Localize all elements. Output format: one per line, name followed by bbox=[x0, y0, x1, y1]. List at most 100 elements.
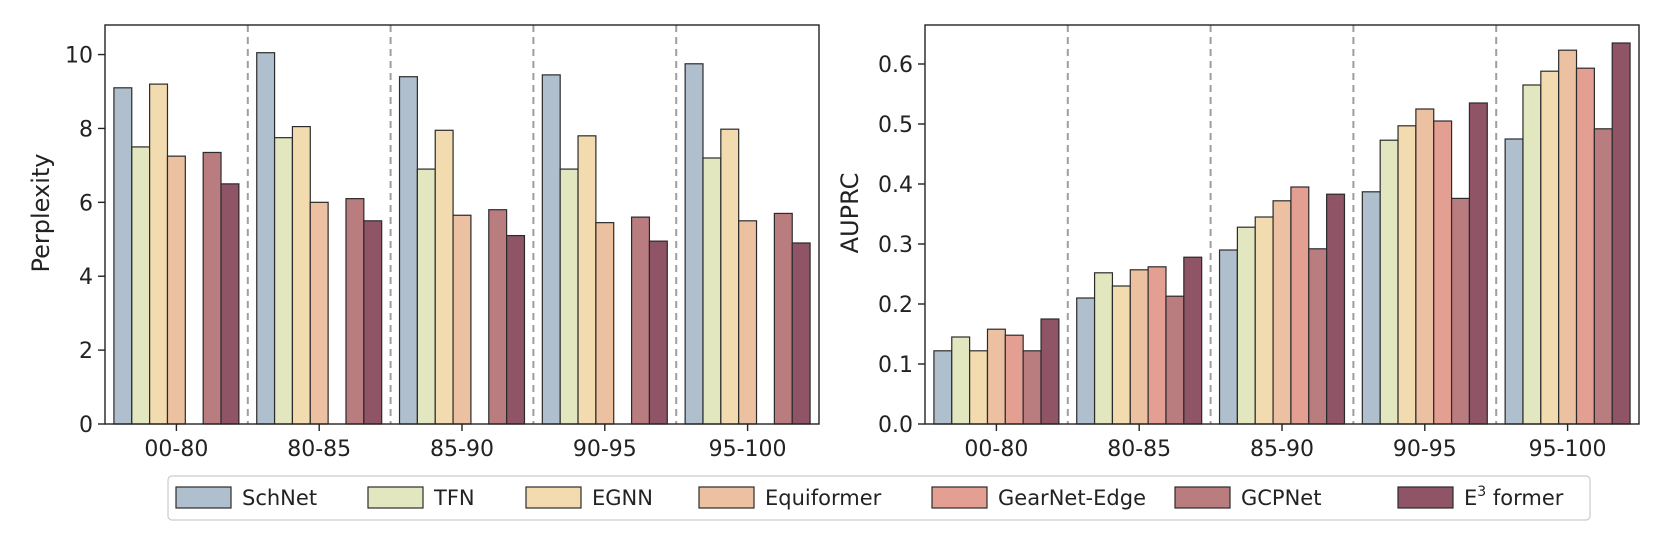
bar-egnn-90-95 bbox=[577, 135, 597, 425]
x-tick-label-80-85: 80-85 bbox=[287, 437, 351, 462]
perplexity-chart: Perplexity 0 2 4 6 8 10 00-80 80-85 85-90 90-95 95… bbox=[27, 24, 820, 462]
bar-gcpnet-00-80 bbox=[1022, 350, 1042, 425]
bar-equiformer-80-85 bbox=[309, 201, 329, 425]
bar-tfn-95-100 bbox=[702, 157, 722, 425]
bar-equiformer-95-100 bbox=[738, 220, 758, 425]
bar-equiformer-00-80 bbox=[166, 155, 186, 425]
bar-schnet-80-85 bbox=[1076, 297, 1096, 425]
bar-gearnet-edge-95-100 bbox=[1575, 67, 1595, 425]
bar-egnn-95-100 bbox=[720, 128, 740, 425]
legend-swatch-tfn bbox=[367, 486, 424, 509]
bar-schnet-00-80 bbox=[113, 87, 133, 425]
bar-tfn-00-80 bbox=[951, 336, 971, 425]
bar-gcpnet-80-85 bbox=[1165, 295, 1185, 425]
y-tick-label: 0.2 bbox=[878, 293, 913, 318]
bar-tfn-80-85 bbox=[1093, 272, 1114, 425]
bar-egnn-95-100 bbox=[1540, 70, 1560, 425]
y-axis-label-auprc: AUPRC bbox=[836, 173, 864, 254]
legend-swatch-e3-former bbox=[1397, 486, 1454, 509]
bar-egnn-00-80 bbox=[149, 83, 169, 425]
bar-equiformer-80-85 bbox=[1129, 269, 1149, 425]
y-tick-label: 8 bbox=[79, 117, 93, 142]
bar-tfn-90-95 bbox=[1379, 139, 1399, 425]
y-tick-label: 6 bbox=[79, 191, 93, 216]
legend-label-gcpnet: GCPNet bbox=[1241, 486, 1321, 510]
bar-equiformer-90-95 bbox=[1415, 108, 1435, 425]
x-tick-label-00-80: 00-80 bbox=[964, 437, 1028, 462]
legend: SchNet TFN EGNN Equiformer GearNet-Edge GCPNe… bbox=[167, 475, 1591, 521]
bar-e3-former-90-95 bbox=[648, 240, 668, 425]
bar-e3-former-80-85 bbox=[363, 220, 383, 425]
bar-egnn-85-90 bbox=[434, 129, 454, 425]
legend-swatch-egnn bbox=[525, 486, 582, 509]
bar-egnn-85-90 bbox=[1254, 216, 1274, 425]
legend-label-e3-former: E3 former bbox=[1464, 484, 1564, 510]
legend-swatch-gcpnet bbox=[1174, 486, 1231, 509]
bar-gcpnet-85-90 bbox=[488, 209, 508, 425]
bar-schnet-85-90 bbox=[1218, 249, 1238, 425]
bar-tfn-85-90 bbox=[416, 168, 436, 425]
bar-gcpnet-95-100 bbox=[773, 212, 793, 425]
bar-tfn-00-80 bbox=[131, 146, 151, 425]
y-tick-label: 2 bbox=[79, 339, 93, 364]
bar-schnet-80-85 bbox=[256, 52, 276, 425]
bar-schnet-95-100 bbox=[684, 63, 704, 425]
bar-e3-former-90-95 bbox=[1468, 102, 1488, 425]
bar-equiformer-90-95 bbox=[595, 222, 615, 425]
bar-e3-former-85-90 bbox=[1326, 193, 1346, 425]
bar-gearnet-edge-80-85 bbox=[1147, 266, 1167, 425]
bar-schnet-00-80 bbox=[933, 350, 953, 425]
bar-gcpnet-90-95 bbox=[1450, 197, 1471, 425]
bar-e3-former-85-90 bbox=[506, 234, 526, 425]
legend-label-gearnet-edge: GearNet-Edge bbox=[998, 486, 1146, 510]
x-tick-label-85-90: 85-90 bbox=[430, 437, 494, 462]
y-tick-label: 0 bbox=[79, 413, 93, 438]
bar-gcpnet-80-85 bbox=[345, 198, 365, 425]
bar-equiformer-95-100 bbox=[1558, 49, 1578, 425]
bar-gcpnet-90-95 bbox=[630, 216, 651, 425]
bar-e3-former-00-80 bbox=[1040, 318, 1060, 425]
bar-tfn-90-95 bbox=[559, 168, 579, 425]
bar-e3-former-95-100 bbox=[791, 242, 811, 425]
bar-equiformer-85-90 bbox=[452, 214, 472, 425]
bar-egnn-80-85 bbox=[291, 125, 311, 425]
bar-equiformer-00-80 bbox=[986, 328, 1006, 425]
bar-gcpnet-85-90 bbox=[1308, 248, 1328, 425]
bar-tfn-85-90 bbox=[1236, 226, 1256, 425]
legend-label-schnet: SchNet bbox=[242, 486, 317, 510]
x-tick-label-90-95: 90-95 bbox=[573, 437, 637, 462]
x-tick-label-80-85: 80-85 bbox=[1107, 437, 1171, 462]
legend-frame bbox=[167, 475, 1591, 521]
bar-egnn-00-80 bbox=[969, 350, 989, 425]
y-tick-label: 10 bbox=[65, 44, 93, 69]
bar-schnet-85-90 bbox=[398, 76, 418, 425]
y-tick-label: 0.5 bbox=[878, 113, 913, 138]
y-tick-label: 0.6 bbox=[878, 53, 913, 78]
bar-tfn-95-100 bbox=[1522, 84, 1542, 425]
y-tick-label: 0.0 bbox=[878, 413, 913, 438]
legend-swatch-equiformer bbox=[698, 486, 755, 509]
x-tick-label-95-100: 95-100 bbox=[709, 437, 787, 462]
bar-tfn-80-85 bbox=[273, 137, 294, 425]
bar-gearnet-edge-00-80 bbox=[1004, 334, 1024, 425]
x-tick-label-85-90: 85-90 bbox=[1250, 437, 1314, 462]
legend-label-base: E bbox=[1464, 486, 1477, 510]
bar-e3-former-80-85 bbox=[1183, 256, 1203, 425]
legend-swatch-gearnet-edge bbox=[931, 486, 988, 509]
bar-e3-former-00-80 bbox=[220, 183, 240, 425]
bar-schnet-90-95 bbox=[541, 74, 561, 425]
y-tick-label: 0.1 bbox=[878, 353, 913, 378]
x-tick-label-90-95: 90-95 bbox=[1393, 437, 1457, 462]
legend-label-tfn: TFN bbox=[433, 486, 475, 510]
y-tick-label: 0.3 bbox=[878, 233, 913, 258]
y-tick-label: 0.4 bbox=[878, 173, 913, 198]
bar-schnet-90-95 bbox=[1361, 191, 1381, 425]
y-axis-label-perplexity: Perplexity bbox=[27, 154, 55, 273]
x-tick-label-00-80: 00-80 bbox=[144, 437, 208, 462]
auprc-chart: AUPRC 0.0 0.1 0.2 0.3 0.4 0.5 0.6 00-80 80-85 85-… bbox=[836, 24, 1640, 462]
bar-gcpnet-95-100 bbox=[1593, 128, 1613, 425]
legend-label-egnn: EGNN bbox=[592, 486, 653, 510]
bar-gcpnet-00-80 bbox=[202, 151, 222, 425]
bar-egnn-80-85 bbox=[1111, 285, 1131, 425]
